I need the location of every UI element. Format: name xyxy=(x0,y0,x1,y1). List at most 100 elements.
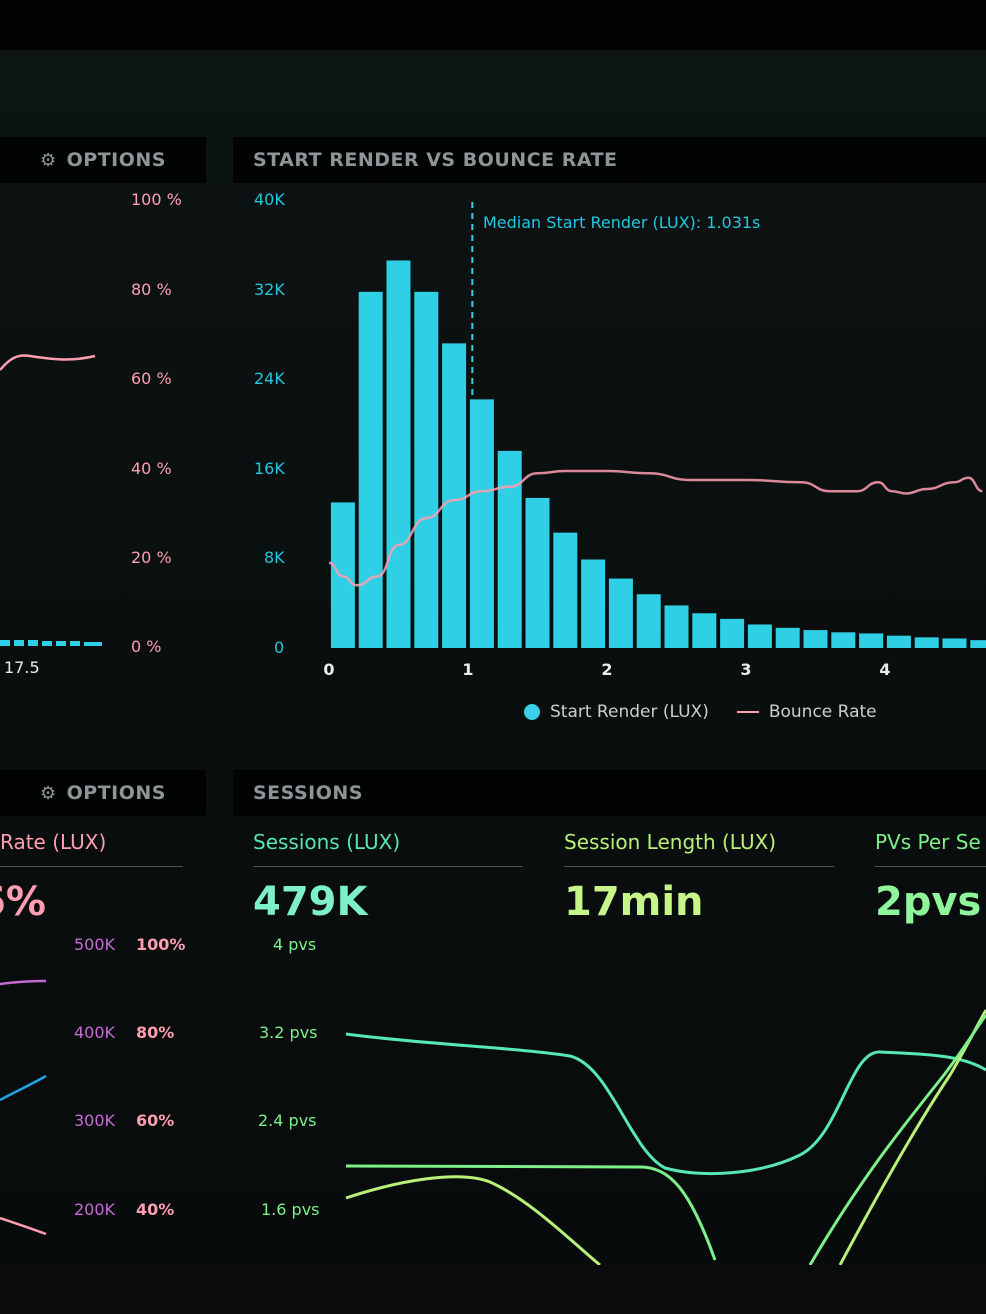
metric-label: Sessions (LUX) xyxy=(253,830,523,867)
sessions-metric: Sessions (LUX) 479K xyxy=(253,830,523,925)
x-axis-tick: 0 xyxy=(323,660,334,679)
start-render-bar xyxy=(581,559,606,648)
start-render-bar xyxy=(497,450,522,648)
metric-value: 17min xyxy=(564,879,704,925)
sessions-series-line xyxy=(345,1032,986,1176)
x-axis-tick: 17.5 xyxy=(4,658,40,677)
panel-title: SESSIONS xyxy=(253,782,363,804)
start-render-bar xyxy=(775,627,800,648)
pvs-per-session-metric: PVs Per Se 2pvs xyxy=(875,830,986,925)
start-render-bar xyxy=(692,613,717,648)
start-render-bar xyxy=(831,632,856,648)
metric-label: PVs Per Se xyxy=(875,830,986,867)
bar xyxy=(56,641,66,646)
left-axis-tick: 500K xyxy=(74,935,116,954)
bounce-rate-line xyxy=(0,354,96,371)
start-render-bar xyxy=(636,594,661,648)
pvs-axis-tick: 2.4 pvs xyxy=(258,1111,317,1130)
start-render-legend-icon xyxy=(524,704,540,720)
session-length-series-line xyxy=(345,1164,717,1261)
pvs-axis-tick: 1.6 pvs xyxy=(261,1200,320,1219)
right-axis-tick: 60% xyxy=(136,1111,175,1130)
gear-icon: ⚙ xyxy=(40,149,57,171)
series-line xyxy=(0,979,47,986)
screen-background xyxy=(0,50,986,1265)
x-axis-tick: 3 xyxy=(740,660,751,679)
start-render-bar xyxy=(970,640,986,648)
start-render-bar xyxy=(414,291,439,648)
left-axis-tick: 400K xyxy=(74,1023,116,1042)
x-axis-tick: 1 xyxy=(462,660,473,679)
start-render-bar xyxy=(358,291,383,648)
start-render-bar xyxy=(747,624,772,648)
bar xyxy=(28,640,38,646)
start-render-bar xyxy=(859,633,884,648)
bar xyxy=(84,642,102,646)
x-axis-tick: 4 xyxy=(879,660,890,679)
bar xyxy=(70,641,80,646)
session-length-metric: Session Length (LUX) 17min xyxy=(564,830,834,925)
start-render-bar xyxy=(803,630,828,648)
x-axis-tick: 2 xyxy=(601,660,612,679)
y-axis-tick: 24K xyxy=(254,369,285,389)
bounce-rate-metric: Rate (LUX) 6% xyxy=(0,830,183,925)
y-axis-tick: 32K xyxy=(254,279,285,299)
right-axis-tick: 100% xyxy=(136,935,186,954)
median-annotation: Median Start Render (LUX): 1.031s xyxy=(483,213,761,232)
start-render-bar xyxy=(914,637,939,648)
bounce-axis-tick: 0 % xyxy=(131,637,162,656)
sessions-chart xyxy=(345,1009,986,1265)
start-render-bar xyxy=(469,399,494,648)
start-render-bar xyxy=(608,578,633,648)
left-axis-tick: 200K xyxy=(74,1200,116,1219)
right-axis-tick: 40% xyxy=(136,1200,175,1219)
start-render-bar xyxy=(886,635,911,648)
start-render-bar xyxy=(386,260,411,648)
options-button-bottom[interactable]: ⚙ OPTIONS xyxy=(0,770,206,816)
left-axis-tick: 300K xyxy=(74,1111,116,1130)
left-bottom-mini-chart xyxy=(0,979,47,1236)
panel-title: START RENDER VS BOUNCE RATE xyxy=(253,149,618,171)
y-axis-tick: 40K xyxy=(254,190,285,209)
bar xyxy=(42,641,52,646)
y-axis-tick: 8K xyxy=(264,548,285,568)
bounce-rate-line xyxy=(328,469,983,587)
metric-value: 6% xyxy=(0,879,46,925)
metric-label: Rate (LUX) xyxy=(0,830,183,867)
pvs-series-line xyxy=(345,1175,601,1265)
pvs-axis-tick: 3.2 pvs xyxy=(259,1023,318,1042)
start-render-bar xyxy=(553,532,578,648)
bounce-rate-legend-icon xyxy=(736,711,759,713)
options-label: OPTIONS xyxy=(66,782,166,804)
gear-icon: ⚙ xyxy=(40,782,57,804)
right-axis-tick: 80% xyxy=(136,1023,175,1042)
monitor-bezel-top xyxy=(0,0,986,50)
series-line xyxy=(0,1216,47,1236)
options-label: OPTIONS xyxy=(66,149,166,171)
bounce-axis-tick: 80 % xyxy=(131,280,172,299)
bounce-axis-tick: 20 % xyxy=(131,548,172,567)
chart-legend: Start Render (LUX) Bounce Rate xyxy=(524,702,877,722)
y-axis-tick: 16K xyxy=(254,458,285,478)
monitor-bezel-bottom xyxy=(0,1265,986,1314)
start-render-bar xyxy=(720,618,745,648)
start-render-bar xyxy=(442,343,467,648)
start-render-bar xyxy=(525,497,550,648)
left-mini-chart xyxy=(0,354,102,646)
metric-value: 2pvs xyxy=(875,879,982,925)
pvs-axis-tick: 4 pvs xyxy=(273,935,317,954)
metric-label: Session Length (LUX) xyxy=(564,830,834,867)
start-render-chart: 0 1 2 3 4 xyxy=(323,202,986,679)
legend-start-render[interactable]: Start Render (LUX) xyxy=(550,702,709,722)
start-render-bar xyxy=(664,605,689,648)
options-button-top[interactable]: ⚙ OPTIONS xyxy=(0,137,206,183)
start-render-bar xyxy=(942,638,967,648)
series-line xyxy=(0,1074,47,1102)
bar xyxy=(0,640,10,646)
start-render-panel-header: START RENDER VS BOUNCE RATE xyxy=(233,137,986,183)
bounce-axis-tick: 100 % xyxy=(131,190,182,209)
legend-bounce-rate[interactable]: Bounce Rate xyxy=(768,702,877,722)
bar xyxy=(14,640,24,646)
bounce-axis-tick: 60 % xyxy=(131,369,172,388)
metric-value: 479K xyxy=(253,879,368,925)
